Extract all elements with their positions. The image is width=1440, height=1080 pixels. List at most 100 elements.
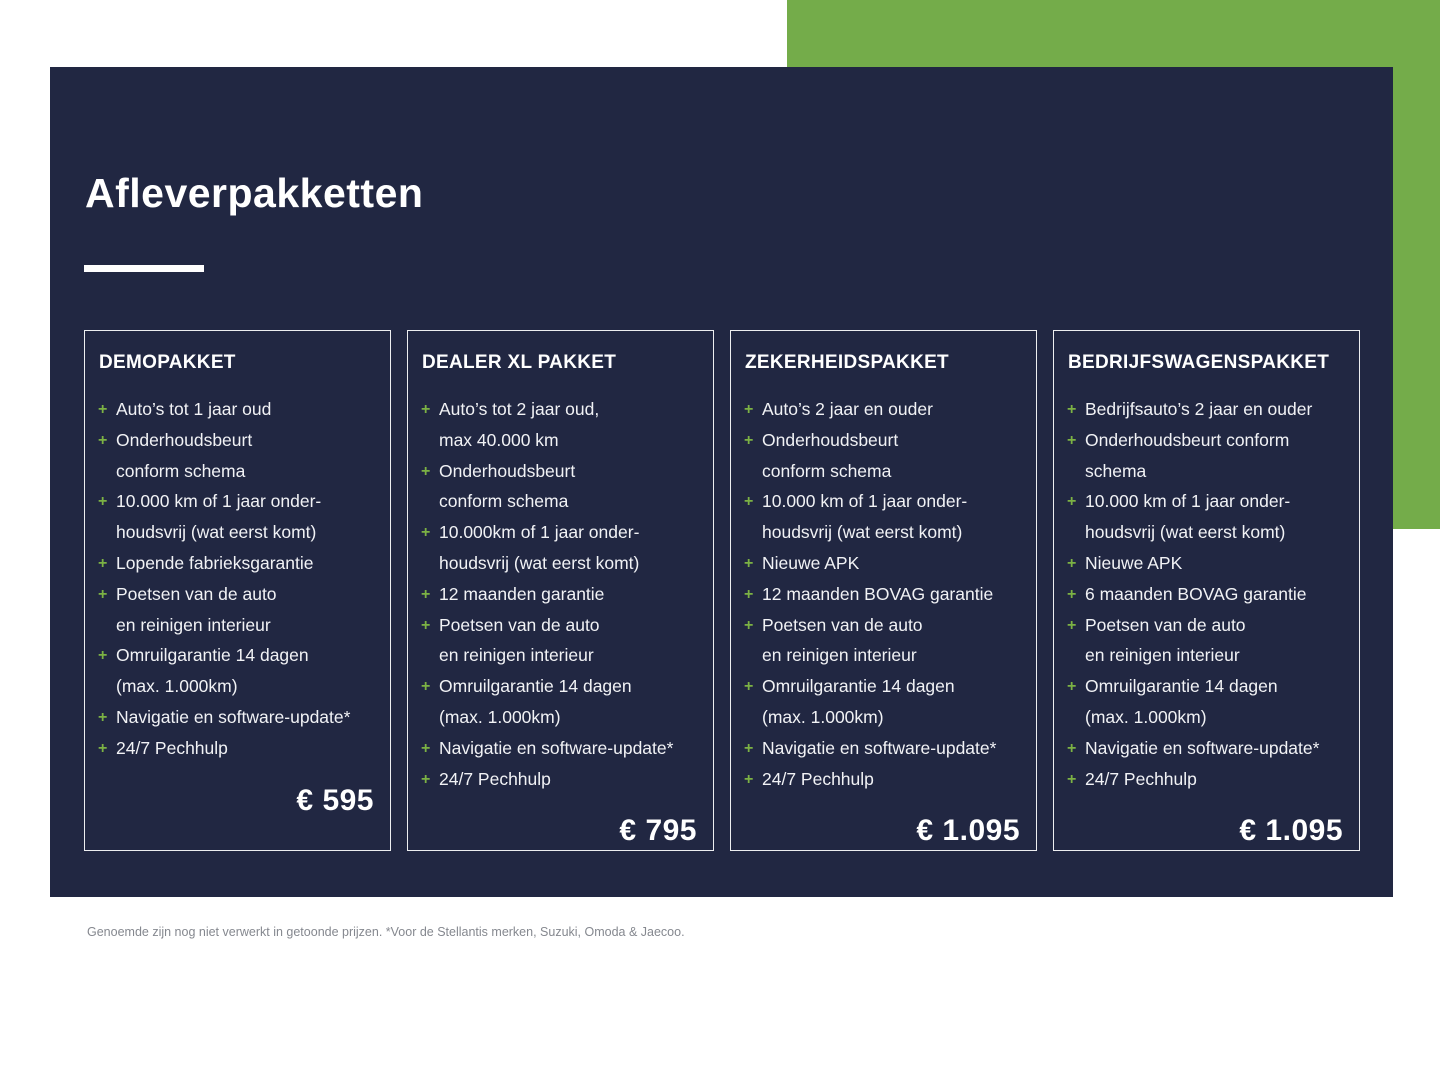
package-name: DEALER XL PAKKET: [422, 352, 617, 373]
feature-text: Nieuwe APK: [762, 552, 860, 573]
plus-icon: +: [421, 585, 431, 603]
feature-item: + Nieuwe APK: [744, 548, 1023, 579]
feature-item: +12 maanden garantie: [421, 579, 700, 610]
plus-icon: +: [744, 585, 754, 603]
feature-list: + Auto’s tot 2 jaar oud, max 40.000 km + O…: [421, 394, 700, 794]
footnote: Genoemde zijn nog niet verwerkt in getoo…: [87, 925, 685, 939]
plus-icon: +: [98, 493, 108, 511]
feature-text: 6 maanden BOVAG garantie: [1085, 583, 1307, 604]
feature-item: + Navigatie en software-update*: [1067, 733, 1346, 764]
feature-text: 12 maanden garantie: [439, 583, 605, 604]
plus-icon: +: [1067, 493, 1077, 511]
feature-text: Onderhoudsbeurt conform schema: [439, 460, 576, 512]
feature-text: 10.000km of 1 jaar onder- houdsvrij (wat…: [439, 522, 640, 573]
feature-item: +12 maanden BOVAG garantie: [744, 579, 1023, 610]
plus-icon: +: [1067, 616, 1077, 634]
feature-text: 24/7 Pechhulp: [1085, 768, 1197, 789]
feature-item: + Navigatie en software-update*: [744, 733, 1023, 764]
page-title: Afleverpakketten: [85, 170, 424, 216]
feature-text: 24/7 Pechhulp: [439, 768, 551, 789]
feature-item: + Omruilgarantie 14 dagen (max. 1.000km): [744, 671, 1023, 733]
plus-icon: +: [744, 770, 754, 788]
plus-icon: +: [744, 431, 754, 449]
feature-text: 10.000 km of 1 jaar onder- houdsvrij (wa…: [1085, 491, 1291, 543]
feature-text: Omruilgarantie 14 dagen (max. 1.000km): [762, 676, 955, 727]
plus-icon: +: [98, 708, 108, 726]
feature-item: +10.000 km of 1 jaar onder- houdsvrij (w…: [1067, 486, 1346, 548]
feature-item: +24/7 Pechhulp: [744, 764, 1023, 795]
feature-item: + Poetsen van de auto en reinigen interie…: [421, 610, 700, 672]
package-price: € 1.095: [916, 814, 1020, 848]
feature-item: +24/7 Pechhulp: [421, 764, 700, 795]
feature-text: Lopende fabrieksgarantie: [116, 552, 314, 573]
package-price: € 595: [296, 783, 374, 817]
plus-icon: +: [421, 462, 431, 480]
feature-item: + Omruilgarantie 14 dagen (max. 1.000km): [98, 640, 377, 702]
feature-item: + Lopende fabrieksgarantie: [98, 548, 377, 579]
plus-icon: +: [744, 493, 754, 511]
plus-icon: +: [1067, 554, 1077, 572]
plus-icon: +: [421, 770, 431, 788]
feature-text: 12 maanden BOVAG garantie: [762, 583, 994, 604]
plus-icon: +: [1067, 739, 1077, 757]
feature-text: Onderhoudsbeurt conform schema: [116, 429, 253, 481]
feature-item: + Omruilgarantie 14 dagen (max. 1.000km): [1067, 671, 1346, 733]
package-cards-row: DEMOPAKKET + Auto’s tot 1 jaar oud + Onder…: [84, 330, 1360, 851]
feature-item: +10.000km of 1 jaar onder- houdsvrij (wa…: [421, 517, 700, 579]
feature-text: Onderhoudsbeurt conform schema: [1085, 429, 1290, 481]
feature-text: 24/7 Pechhulp: [116, 737, 228, 758]
feature-item: +24/7 Pechhulp: [1067, 764, 1346, 795]
plus-icon: +: [421, 524, 431, 542]
plus-icon: +: [744, 739, 754, 757]
feature-item: +6 maanden BOVAG garantie: [1067, 579, 1346, 610]
plus-icon: +: [98, 401, 108, 418]
package-name: DEMOPAKKET: [99, 352, 236, 373]
feature-text: Navigatie en software-update*: [1085, 737, 1320, 758]
package-card: BEDRIJFSWAGENSPAKKET + Bedrijfsauto’s 2 j…: [1053, 330, 1360, 851]
feature-text: Poetsen van de auto en reinigen interieu…: [116, 583, 277, 635]
feature-item: + Auto’s tot 2 jaar oud, max 40.000 km: [421, 394, 700, 456]
feature-list: + Auto’s 2 jaar en ouder + Onderhoudsbeurt…: [744, 394, 1023, 794]
plus-icon: +: [98, 431, 108, 449]
feature-item: + Nieuwe APK: [1067, 548, 1346, 579]
feature-item: + Omruilgarantie 14 dagen (max. 1.000km): [421, 671, 700, 733]
plus-icon: +: [1067, 431, 1077, 449]
feature-item: + Bedrijfsauto’s 2 jaar en ouder: [1067, 394, 1346, 425]
plus-icon: +: [98, 647, 108, 665]
feature-text: Omruilgarantie 14 dagen (max. 1.000km): [116, 645, 309, 697]
feature-text: Navigatie en software-update*: [116, 706, 351, 727]
feature-item: + Poetsen van de auto en reinigen interie…: [744, 610, 1023, 672]
feature-item: + Onderhoudsbeurt conform schema: [744, 425, 1023, 487]
plus-icon: +: [421, 616, 431, 634]
package-name: BEDRIJFSWAGENSPAKKET: [1068, 352, 1330, 373]
plus-icon: +: [744, 616, 754, 634]
plus-icon: +: [421, 401, 431, 418]
feature-item: + Auto’s 2 jaar en ouder: [744, 394, 1023, 425]
feature-list: + Bedrijfsauto’s 2 jaar en ouder + Onderho…: [1067, 394, 1346, 794]
feature-item: +10.000 km of 1 jaar onder- houdsvrij (w…: [744, 486, 1023, 548]
plus-icon: +: [744, 401, 754, 418]
plus-icon: +: [98, 585, 108, 603]
feature-text: 10.000 km of 1 jaar onder- houdsvrij (wa…: [116, 491, 322, 543]
feature-list: + Auto’s tot 1 jaar oud + Onderhoudsbeurt …: [98, 394, 377, 764]
plus-icon: +: [1067, 770, 1077, 788]
feature-item: + Poetsen van de auto en reinigen interie…: [1067, 610, 1346, 672]
plus-icon: +: [744, 678, 754, 696]
feature-text: Poetsen van de auto en reinigen interieu…: [439, 614, 600, 666]
feature-text: Onderhoudsbeurt conform schema: [762, 429, 899, 481]
feature-text: Nieuwe APK: [1085, 552, 1183, 573]
feature-item: + Auto’s tot 1 jaar oud: [98, 394, 377, 425]
plus-icon: +: [421, 678, 431, 696]
feature-text: Navigatie en software-update*: [762, 737, 997, 758]
feature-item: + Navigatie en software-update*: [421, 733, 700, 764]
feature-text: 10.000 km of 1 jaar onder- houdsvrij (wa…: [762, 491, 968, 543]
feature-text: Bedrijfsauto’s 2 jaar en ouder: [1085, 399, 1313, 419]
feature-text: Poetsen van de auto en reinigen interieu…: [762, 614, 923, 666]
feature-text: Auto’s tot 2 jaar oud, max 40.000 km: [439, 399, 600, 450]
plus-icon: +: [1067, 585, 1077, 603]
plus-icon: +: [1067, 678, 1077, 696]
feature-item: + Onderhoudsbeurt conform schema: [98, 425, 377, 487]
feature-text: Poetsen van de auto en reinigen interieu…: [1085, 614, 1246, 666]
plus-icon: +: [421, 739, 431, 757]
package-card: ZEKERHEIDSPAKKET + Auto’s 2 jaar en ouder…: [730, 330, 1037, 851]
